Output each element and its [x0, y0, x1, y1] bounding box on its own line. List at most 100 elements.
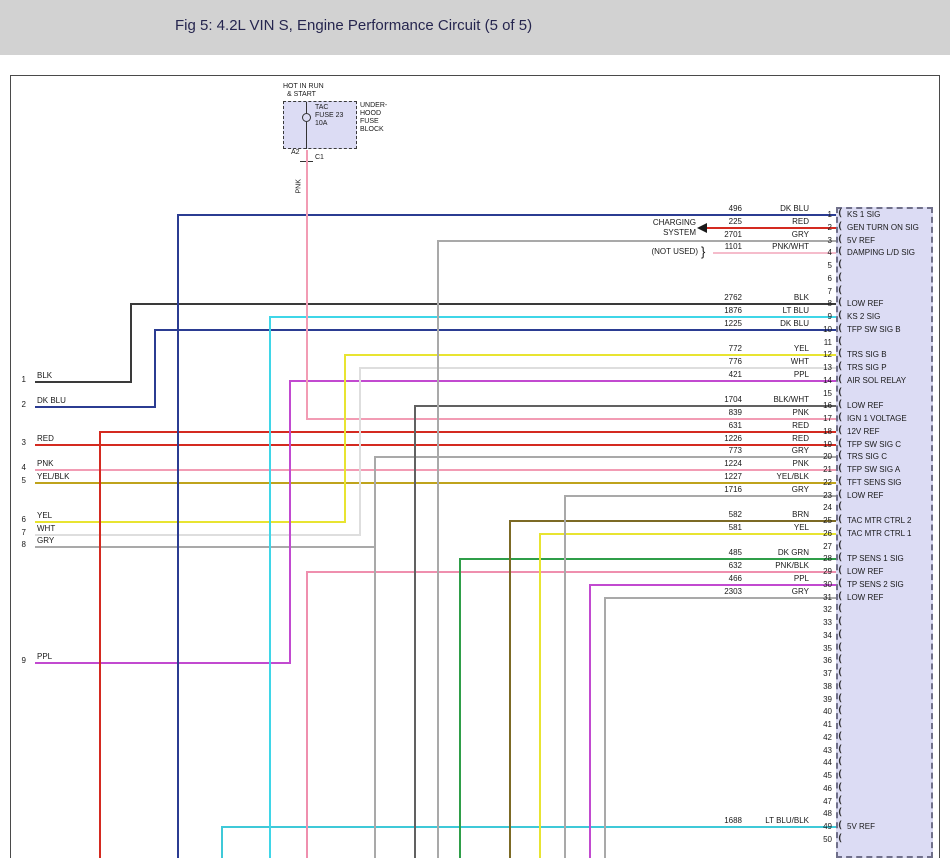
drawing-border-right [939, 75, 940, 858]
wire-color-name: YEL/BLK [776, 472, 809, 481]
wire-segment [35, 534, 360, 536]
wire-segment [178, 214, 836, 216]
wire-number: 485 [728, 548, 742, 557]
wire-number: 631 [728, 421, 742, 430]
pin-number: 1 [827, 210, 832, 219]
wire-number: 581 [728, 523, 742, 532]
pin-number: 14 [823, 376, 832, 385]
pin-number: 38 [823, 682, 832, 691]
wire-color-name: GRY [791, 230, 809, 239]
pin-label: 5V REF [847, 822, 876, 831]
pin-label: TFP SW SIG B [847, 325, 901, 334]
charging-system-label-2: SYSTEM [663, 228, 696, 237]
wire-segment [130, 303, 132, 383]
wire-color-name: PNK [792, 459, 809, 468]
pin-number: 8 [827, 299, 832, 308]
pin-number: 21 [823, 465, 832, 474]
wire-segment [510, 520, 836, 522]
pin-terminal-icon: ( [837, 807, 844, 818]
wire-segment [270, 316, 836, 318]
pin-terminal-icon: ( [837, 654, 844, 665]
pin-number: 20 [823, 452, 832, 461]
pin-number: 10 [823, 325, 832, 334]
left-label-number: 1 [21, 375, 26, 384]
left-label-number: 3 [21, 438, 26, 447]
wire-color-name: GRY [791, 485, 809, 494]
pin-number: 19 [823, 440, 832, 449]
pin-terminal-icon: ( [837, 744, 844, 755]
pin-terminal-icon: ( [837, 285, 844, 296]
wire-color-name: RED [792, 421, 809, 430]
pin-terminal-icon: ( [837, 310, 844, 321]
wire-color-name: PNK [792, 408, 809, 417]
pin-number: 16 [823, 401, 832, 410]
left-label-text: YEL/BLK [37, 472, 70, 481]
pin-number: 17 [823, 414, 832, 423]
wire-segment [713, 252, 836, 254]
not-used-bracket-icon: } [701, 244, 706, 259]
wire-segment [35, 482, 836, 484]
pin-label: TAC MTR CTRL 1 [847, 529, 912, 538]
pin-terminal-icon: ( [837, 234, 844, 245]
wire-color-name: RED [792, 434, 809, 443]
wire-segment [269, 316, 271, 858]
pin-label: LOW REF [847, 299, 884, 308]
wire-number: 776 [728, 357, 742, 366]
pin-number: 50 [823, 835, 832, 844]
left-label-number: 4 [21, 463, 26, 472]
pcm-connector-box [836, 207, 933, 858]
left-label-number: 7 [21, 528, 26, 537]
wire-number: 839 [728, 408, 742, 417]
underhood-label-2: HOOD [360, 110, 381, 117]
wire-color-name: LT BLU/BLK [765, 816, 809, 825]
pin-terminal-icon: ( [837, 323, 844, 334]
pin-label: LOW REF [847, 593, 884, 602]
pin-number: 22 [823, 478, 832, 487]
wire-number: 1688 [724, 816, 742, 825]
pin-number: 48 [823, 809, 832, 818]
pin-number: 31 [823, 593, 832, 602]
pin-terminal-icon: ( [837, 348, 844, 359]
wire-segment [221, 826, 223, 858]
charging-system-label-1: CHARGING [652, 218, 696, 227]
pin-number: 35 [823, 644, 832, 653]
pin-terminal-icon: ( [837, 489, 844, 500]
pin-number: 27 [823, 542, 832, 551]
wire-number: 1876 [724, 306, 742, 315]
wire-number: 1225 [724, 319, 742, 328]
pin-label: TAC MTR CTRL 2 [847, 516, 912, 525]
pin-number: 30 [823, 580, 832, 589]
pin-number: 11 [823, 338, 832, 347]
pin-terminal-icon: ( [837, 412, 844, 423]
pin-number: 44 [823, 758, 832, 767]
pin-label: AIR SOL RELAY [847, 376, 907, 385]
wire-number: 1704 [724, 395, 742, 404]
wire-number: 1101 [724, 242, 742, 251]
left-label-number: 5 [21, 476, 26, 485]
wire-segment [437, 240, 439, 858]
wire-segment [359, 367, 361, 536]
wire-segment [130, 303, 836, 305]
drawing-border-left [10, 75, 11, 858]
pin-label: DAMPING L/D SIG [847, 248, 916, 257]
pin-terminal-icon: ( [837, 565, 844, 576]
wire-segment [374, 456, 376, 858]
pin-number: 6 [827, 274, 832, 283]
wire-segment [589, 584, 591, 858]
wire-segment [539, 533, 541, 858]
wire-segment [35, 444, 836, 446]
wire-color-name: YEL [793, 523, 809, 532]
pin-terminal-icon: ( [837, 833, 844, 844]
fuse-power-label-2: & START [287, 91, 316, 98]
wire-number: 773 [728, 446, 742, 455]
pin-number: 43 [823, 746, 832, 755]
pin-number: 36 [823, 656, 832, 665]
wire-number: 1226 [724, 434, 742, 443]
wire-color-name: WHT [790, 357, 809, 366]
wire-color-name: GRY [791, 446, 809, 455]
pin-terminal-icon: ( [837, 476, 844, 487]
pin-number: 9 [827, 312, 832, 321]
wire-number: 2303 [724, 587, 742, 596]
charging-system-arrow-icon [697, 223, 707, 233]
pin-number: 26 [823, 529, 832, 538]
